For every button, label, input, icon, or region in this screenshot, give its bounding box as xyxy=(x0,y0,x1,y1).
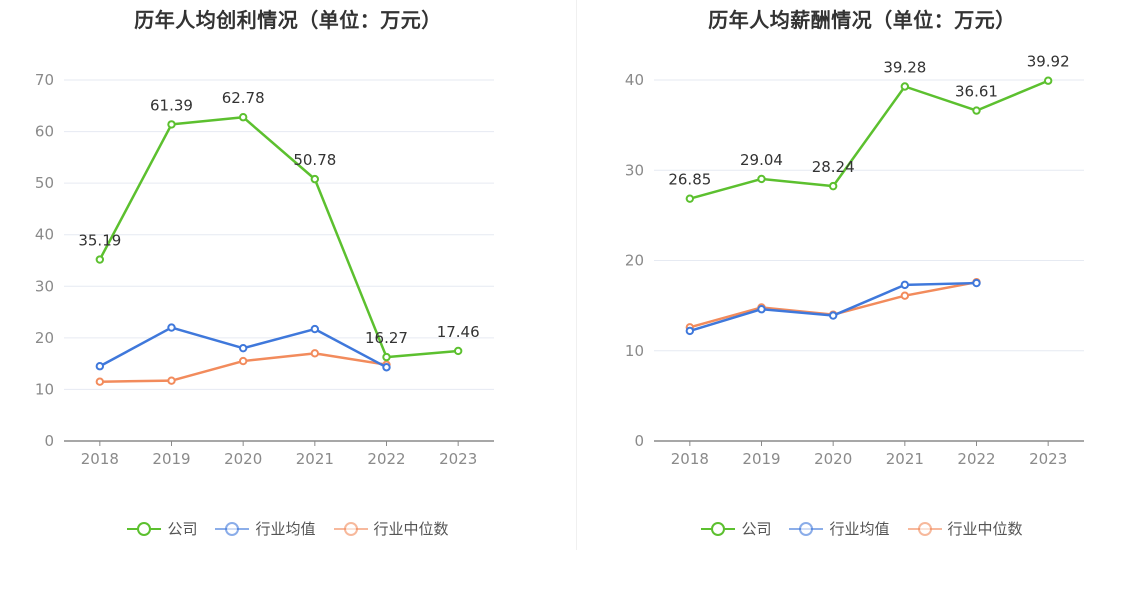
data-point-company[interactable] xyxy=(828,181,838,191)
legend-swatch-company xyxy=(701,521,736,536)
legend-swatch-industry-avg xyxy=(215,521,250,536)
data-point-industry-avg[interactable] xyxy=(238,343,248,353)
data-point-industry-avg[interactable] xyxy=(95,362,105,371)
x-tick-label: 2022 xyxy=(957,450,995,468)
legend-item-company[interactable]: 公司 xyxy=(127,518,197,539)
data-point-company[interactable] xyxy=(382,352,391,362)
data-label: 36.61 xyxy=(955,83,998,101)
y-tick-label: 30 xyxy=(625,161,644,179)
legend-item-industry-avg[interactable]: 行业均值 xyxy=(215,518,316,539)
x-tick-label: 2020 xyxy=(814,450,852,468)
y-tick-label: 60 xyxy=(35,123,54,141)
data-point-company[interactable] xyxy=(900,82,910,91)
legend-swatch-industry-avg xyxy=(789,521,824,536)
y-tick-label: 40 xyxy=(625,71,644,89)
x-tick-label: 2021 xyxy=(886,450,924,468)
chart-legend: 公司 行业均值 行业中位数 xyxy=(0,518,576,539)
legend-label-company: 公司 xyxy=(741,520,772,538)
data-point-industry-avg[interactable] xyxy=(310,324,320,334)
data-label: 17.46 xyxy=(437,323,480,341)
data-point-industry-median[interactable] xyxy=(238,356,248,366)
legend-label-industry-median: 行业中位数 xyxy=(947,520,1023,538)
legend-item-industry-median[interactable]: 行业中位数 xyxy=(907,518,1023,539)
x-tick-label: 2018 xyxy=(81,450,119,468)
data-point-industry-avg[interactable] xyxy=(972,278,981,288)
data-label: 61.39 xyxy=(150,96,193,114)
legend-label-industry-avg: 行业均值 xyxy=(255,520,316,538)
chart-panel-profit: 历年人均创利情况（单位：万元） 0 10 20 30 40 50 60 70 2018 2019 2… xyxy=(0,8,576,539)
data-label: 39.92 xyxy=(1027,53,1070,71)
data-point-company[interactable] xyxy=(453,346,463,356)
y-tick-label: 20 xyxy=(35,329,54,347)
x-tick-label: 2018 xyxy=(671,450,709,468)
x-tick-label: 2019 xyxy=(152,450,190,468)
data-label: 29.04 xyxy=(740,151,783,169)
panel-divider xyxy=(576,0,577,550)
data-point-industry-avg[interactable] xyxy=(757,305,766,314)
legend-label-industry-avg: 行业均值 xyxy=(829,520,890,538)
legend-label-industry-median: 行业中位数 xyxy=(373,520,449,538)
x-tick-label: 2023 xyxy=(439,450,477,468)
y-tick-label: 40 xyxy=(35,226,54,244)
y-tick-label: 20 xyxy=(625,252,644,270)
data-point-company[interactable] xyxy=(972,106,981,115)
data-point-company[interactable] xyxy=(238,113,248,122)
y-tick-label: 10 xyxy=(625,342,644,360)
legend-item-industry-median[interactable]: 行业中位数 xyxy=(333,518,449,539)
data-point-industry-median[interactable] xyxy=(900,291,910,300)
data-point-industry-median[interactable] xyxy=(310,349,320,358)
data-label: 50.78 xyxy=(293,151,336,169)
y-tick-label: 10 xyxy=(35,380,54,398)
data-label: 35.19 xyxy=(78,232,121,250)
y-tick-label: 0 xyxy=(634,432,644,450)
chart-legend: 公司 行业均值 行业中位数 xyxy=(576,518,1148,539)
data-label: 39.28 xyxy=(883,58,926,76)
chart-panel-salary: 历年人均薪酬情况（单位：万元） 0 10 20 30 40 2018 2019 2020 202… xyxy=(576,0,1148,589)
y-tick-label: 0 xyxy=(44,432,54,450)
legend-swatch-industry-median xyxy=(907,521,942,536)
data-label: 26.85 xyxy=(668,171,711,189)
data-point-industry-avg[interactable] xyxy=(382,363,391,372)
y-tick-label: 30 xyxy=(35,277,54,295)
legend-item-company[interactable]: 公司 xyxy=(701,518,771,539)
chart-title: 历年人均薪酬情况（单位：万元） xyxy=(708,8,1016,32)
series-line-industry-median xyxy=(689,280,977,329)
data-point-company[interactable] xyxy=(1043,76,1053,85)
data-point-industry-avg[interactable] xyxy=(900,280,910,290)
y-tick-label: 70 xyxy=(35,71,54,89)
x-tick-label: 2021 xyxy=(296,450,334,468)
salary-chart: 0 10 20 30 40 2018 2019 2020 2021 2022 2023 26.85 29… xyxy=(625,53,1084,468)
data-label: 28.24 xyxy=(812,158,855,176)
x-tick-label: 2022 xyxy=(367,450,405,468)
data-point-company[interactable] xyxy=(757,174,766,184)
series-line-company xyxy=(689,79,1049,200)
x-tick-label: 2023 xyxy=(1029,450,1067,468)
data-point-industry-avg[interactable] xyxy=(685,326,695,336)
data-point-company[interactable] xyxy=(95,255,105,264)
data-point-industry-median[interactable] xyxy=(167,376,176,385)
legend-swatch-industry-median xyxy=(333,521,368,536)
data-point-industry-avg[interactable] xyxy=(167,323,176,332)
data-point-industry-avg[interactable] xyxy=(828,311,838,320)
x-tick-label: 2020 xyxy=(224,450,262,468)
legend-item-industry-avg[interactable]: 行业均值 xyxy=(789,518,890,539)
y-tick-label: 50 xyxy=(35,174,54,192)
x-tick-label: 2019 xyxy=(742,450,780,468)
legend-swatch-company xyxy=(127,521,162,536)
data-label: 62.78 xyxy=(222,89,265,107)
data-point-company[interactable] xyxy=(167,120,176,129)
chart-title: 历年人均创利情况（单位：万元） xyxy=(134,8,442,32)
data-point-company[interactable] xyxy=(310,174,320,184)
data-point-industry-median[interactable] xyxy=(95,377,105,386)
data-point-company[interactable] xyxy=(685,194,695,203)
series-line-company xyxy=(98,115,459,359)
profit-chart: 0 10 20 30 40 50 60 70 2018 2019 2020 2021 2022 2023 3… xyxy=(35,71,494,468)
data-label: 16.27 xyxy=(365,329,408,347)
legend-label-company: 公司 xyxy=(167,520,198,538)
